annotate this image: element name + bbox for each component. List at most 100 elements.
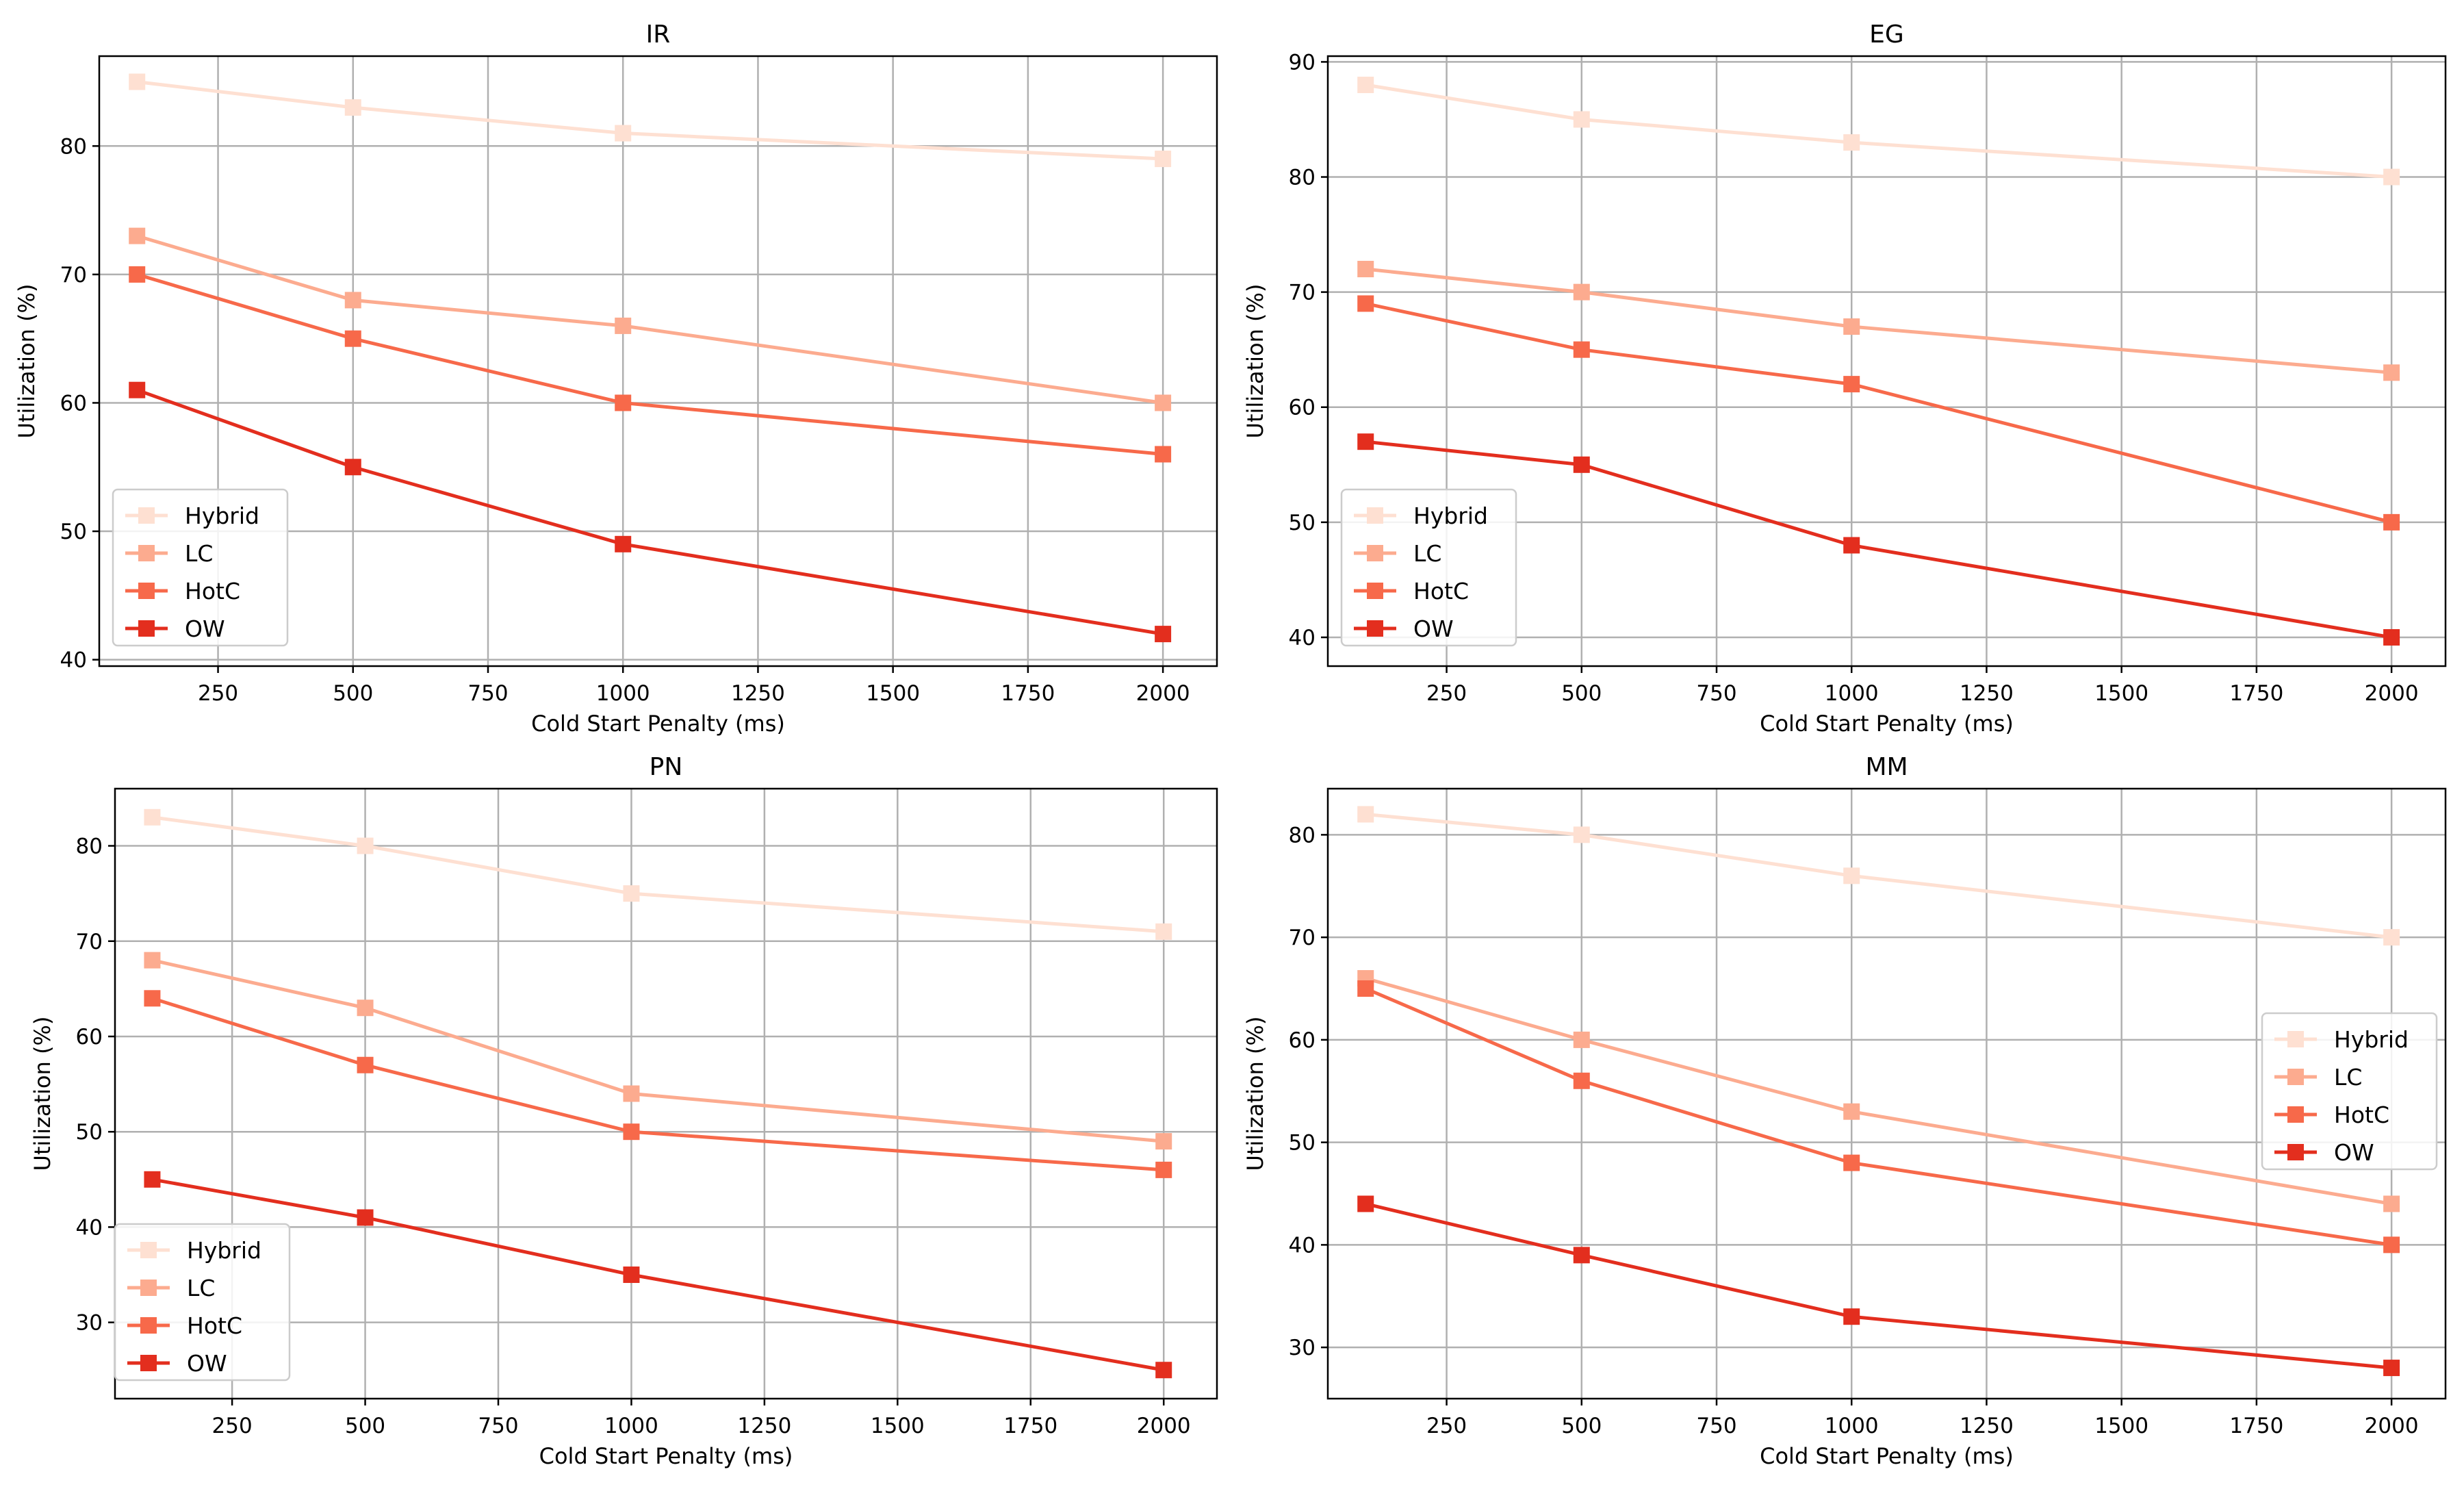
data-point-hybrid bbox=[2383, 929, 2400, 946]
data-point-lc bbox=[357, 1000, 374, 1017]
panel-mm: 250 500 750 1000 1250 1500 1750 2000 30 40 50 60 70 8… bbox=[1242, 753, 2447, 1469]
x-tick-label: 250 bbox=[1426, 681, 1467, 706]
data-point-hotc bbox=[1843, 376, 1860, 393]
series-line-hotc bbox=[1365, 987, 2392, 1247]
x-tick-label: 2000 bbox=[1137, 1414, 1191, 1438]
legend-label-hotc: HotC bbox=[2334, 1102, 2389, 1128]
axes-frame bbox=[1326, 787, 2447, 1400]
legend-label-ow: OW bbox=[2334, 1139, 2374, 1166]
x-tick-label: 1750 bbox=[2229, 1414, 2283, 1438]
legend-label-ow: OW bbox=[1413, 615, 1454, 642]
x-tick-label: 250 bbox=[198, 681, 238, 706]
legend-marker-hybrid bbox=[138, 507, 155, 524]
x-tick-label: 1000 bbox=[1825, 681, 1879, 706]
legend: Hybrid LC HotC OW bbox=[112, 488, 289, 647]
y-tick-label: 80 bbox=[1289, 166, 1316, 190]
x-tick-label: 1500 bbox=[2094, 681, 2148, 706]
data-point-ow bbox=[1357, 1195, 1374, 1212]
data-point-hotc bbox=[2383, 1236, 2400, 1253]
y-tick-label: 40 bbox=[1289, 1233, 1316, 1258]
data-point-hybrid bbox=[1573, 826, 1590, 843]
legend-label-hotc: HotC bbox=[1413, 578, 1469, 604]
series-line-ow bbox=[152, 1178, 1164, 1372]
data-point-hybrid bbox=[1357, 77, 1374, 94]
x-tick-label: 1000 bbox=[604, 1414, 658, 1438]
legend-frame bbox=[112, 488, 289, 647]
y-tick-label: 50 bbox=[1289, 1131, 1316, 1156]
axes-frame bbox=[98, 55, 1218, 667]
chart-title: PN bbox=[650, 753, 683, 781]
legend-frame bbox=[2261, 1012, 2438, 1171]
data-point-ow bbox=[1843, 537, 1860, 554]
y-tick-label: 60 bbox=[1289, 396, 1316, 420]
legend-label-lc: LC bbox=[185, 540, 213, 567]
legend: Hybrid LC HotC OW bbox=[1340, 488, 1517, 647]
y-tick-label: 50 bbox=[60, 520, 87, 544]
axes-frame bbox=[114, 787, 1218, 1400]
x-tick-label: 500 bbox=[1561, 1414, 1602, 1438]
x-axis-label: Cold Start Penalty (ms) bbox=[1760, 1443, 2014, 1469]
data-point-hybrid bbox=[1357, 806, 1374, 823]
x-tick-label: 1500 bbox=[871, 1414, 925, 1438]
data-point-lc bbox=[1155, 1133, 1172, 1150]
legend-marker-ow bbox=[2287, 1144, 2304, 1160]
x-tick-label: 1750 bbox=[2229, 681, 2283, 706]
y-tick-label: 30 bbox=[1289, 1336, 1316, 1360]
legend-marker-hybrid bbox=[1367, 507, 1383, 524]
chart-title: MM bbox=[1865, 753, 1908, 781]
panel-eg: 250 500 750 1000 1250 1500 1750 2000 40 50 60 70 80 9… bbox=[1242, 21, 2447, 737]
legend-label-ow: OW bbox=[185, 615, 225, 642]
legend-marker-hotc bbox=[1367, 583, 1383, 599]
x-tick-label: 1500 bbox=[866, 681, 920, 706]
y-tick-label: 90 bbox=[1289, 50, 1316, 75]
y-tick-label: 70 bbox=[76, 930, 103, 954]
x-tick-label: 2000 bbox=[2365, 1414, 2419, 1438]
data-point-ow bbox=[2383, 628, 2400, 646]
x-tick-label: 750 bbox=[478, 1414, 518, 1438]
legend-frame bbox=[114, 1223, 291, 1382]
x-tick-label: 250 bbox=[212, 1414, 253, 1438]
series-line-hybrid bbox=[136, 80, 1164, 161]
data-point-ow bbox=[357, 1209, 374, 1226]
legend-marker-hotc bbox=[138, 583, 155, 599]
y-tick-label: 40 bbox=[60, 648, 87, 673]
data-point-hybrid bbox=[1155, 923, 1172, 940]
data-point-ow bbox=[344, 459, 361, 476]
data-point-lc bbox=[1843, 1103, 1860, 1120]
y-tick-label: 60 bbox=[60, 391, 87, 416]
data-point-ow bbox=[144, 1171, 161, 1188]
x-axis-label: Cold Start Penalty (ms) bbox=[539, 1443, 793, 1469]
data-point-hotc bbox=[144, 990, 161, 1007]
data-point-lc bbox=[144, 952, 161, 969]
x-tick-label: 1250 bbox=[1960, 681, 2014, 706]
data-point-lc bbox=[1573, 283, 1590, 301]
data-point-hybrid bbox=[623, 885, 640, 902]
data-point-hybrid bbox=[1843, 134, 1860, 151]
data-point-ow bbox=[1155, 626, 1172, 643]
series-line-hybrid bbox=[152, 815, 1164, 934]
legend-marker-ow bbox=[138, 620, 155, 637]
data-point-hotc bbox=[1155, 446, 1172, 463]
x-tick-label: 2000 bbox=[1136, 681, 1190, 706]
data-point-ow bbox=[129, 381, 146, 398]
x-tick-label: 250 bbox=[1426, 1414, 1467, 1438]
data-point-hotc bbox=[357, 1056, 374, 1073]
x-tick-label: 500 bbox=[345, 1414, 385, 1438]
y-tick-label: 60 bbox=[76, 1025, 103, 1049]
x-tick-label: 2000 bbox=[2365, 681, 2419, 706]
data-point-lc bbox=[2383, 1195, 2400, 1212]
series-line-lc bbox=[1365, 976, 2392, 1206]
data-point-hotc bbox=[1573, 1072, 1590, 1089]
data-point-ow bbox=[1843, 1308, 1860, 1325]
data-point-hybrid bbox=[615, 125, 632, 142]
legend-label-hybrid: Hybrid bbox=[185, 502, 259, 529]
legend-label-ow: OW bbox=[187, 1350, 227, 1377]
y-tick-label: 40 bbox=[1289, 626, 1316, 650]
data-point-hybrid bbox=[2383, 168, 2400, 186]
x-tick-label: 1750 bbox=[1001, 681, 1055, 706]
data-point-ow bbox=[1573, 1247, 1590, 1264]
y-tick-label: 40 bbox=[76, 1215, 103, 1240]
series-line-lc bbox=[1365, 267, 2392, 374]
y-tick-label: 70 bbox=[1289, 926, 1316, 950]
